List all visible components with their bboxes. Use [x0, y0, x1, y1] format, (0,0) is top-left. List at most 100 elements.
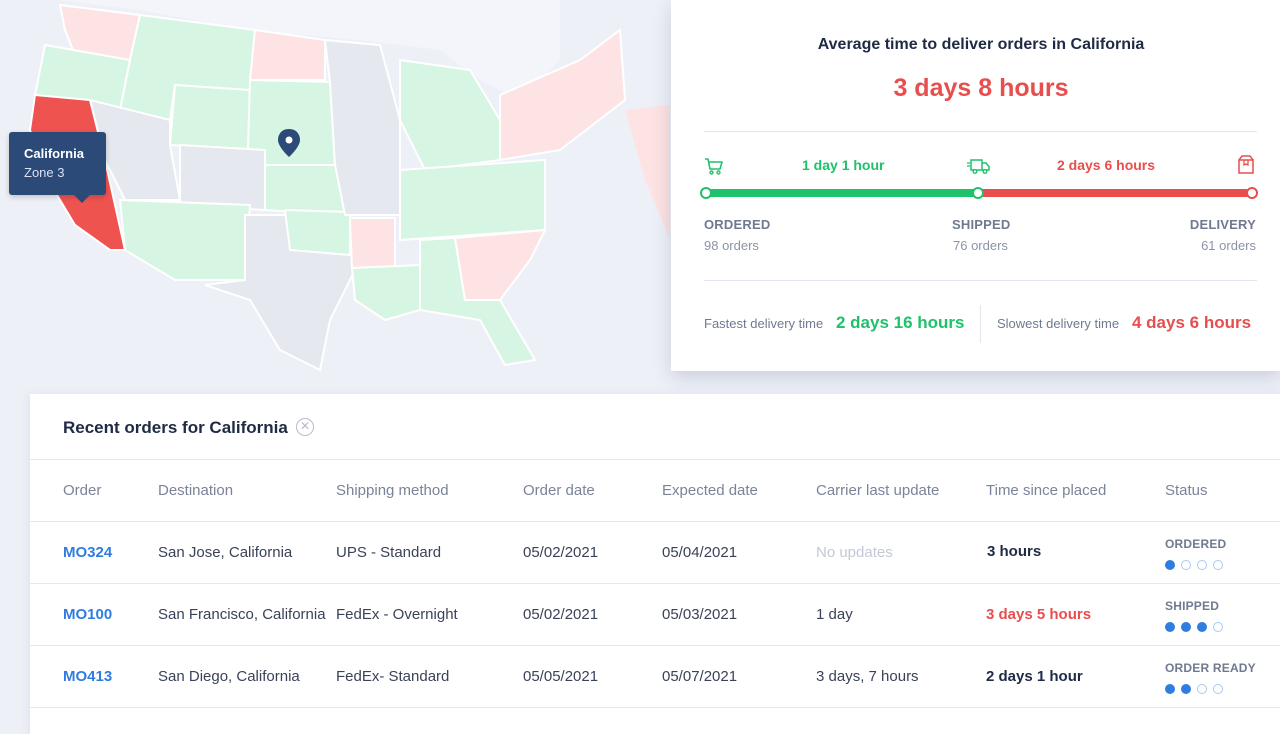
state-wyoming[interactable] — [168, 83, 252, 152]
stage-shipped-count: 76 orders — [953, 238, 1008, 253]
status-progress — [1165, 619, 1229, 632]
col-header-destination[interactable]: Destination — [158, 482, 234, 499]
state-kentucky-tennessee[interactable] — [399, 158, 546, 242]
fastest-label: Fastest delivery time — [704, 316, 824, 331]
status-step-dot — [1213, 622, 1223, 632]
order-date: 05/02/2021 — [523, 606, 599, 623]
status-step-dot — [1213, 684, 1223, 694]
time-since-placed: 3 hours — [987, 543, 1042, 560]
state-arkansas[interactable] — [348, 217, 396, 269]
stage-delivery-count: 61 orders — [1201, 238, 1256, 253]
order-id-link[interactable]: MO324 — [63, 544, 113, 561]
state-oklahoma[interactable] — [283, 208, 351, 257]
canada-region — [60, 0, 560, 100]
carrier-last-update: No updates — [816, 544, 893, 561]
divider — [30, 583, 1280, 584]
order-date: 05/02/2021 — [523, 544, 599, 561]
stage-delivery: DELIVERY — [1189, 217, 1256, 232]
expected-date: 05/03/2021 — [662, 606, 738, 623]
orders-title: Recent orders for California — [63, 418, 288, 437]
average-delivery-time: 3 days 8 hours — [893, 74, 1069, 102]
stage-dot-shipped — [972, 187, 984, 199]
carrier-last-update: 1 day — [816, 606, 853, 623]
order-id-link[interactable]: MO100 — [63, 606, 113, 623]
state-kansas[interactable] — [264, 164, 346, 217]
col-header-order[interactable]: Order — [63, 482, 102, 499]
status-step-dot — [1181, 622, 1191, 632]
truck-icon — [967, 159, 990, 174]
status-label: ORDER READY — [1165, 661, 1256, 675]
col-header-time-since-placed[interactable]: Time since placed — [986, 482, 1107, 499]
col-header-order-date[interactable]: Order date — [523, 482, 595, 499]
stage-shipped: SHIPPED — [952, 217, 1011, 232]
expected-date: 05/07/2021 — [662, 668, 738, 685]
fastest-value: 2 days 16 hours — [836, 313, 965, 332]
shipping-method: FedEx- Standard — [336, 668, 450, 685]
map-pin-icon[interactable] — [278, 129, 300, 157]
state-arizona-new-mexico[interactable] — [118, 198, 252, 281]
close-circle-icon[interactable]: ✕ — [296, 418, 314, 436]
destination: San Jose, California — [158, 544, 293, 561]
state-georgia-carolinas[interactable] — [453, 228, 547, 301]
order-id-link[interactable]: MO413 — [63, 668, 113, 685]
destination: San Diego, California — [158, 668, 300, 685]
status-label: SHIPPED — [1165, 599, 1220, 613]
delivery-stats-card: Average time to deliver orders in Califo… — [671, 0, 1280, 371]
destination: San Francisco, California — [158, 606, 326, 623]
divider — [30, 459, 1280, 460]
progress-ordered-to-shipped — [704, 189, 977, 197]
shipping-method: UPS - Standard — [336, 544, 442, 561]
stage-ordered: ORDERED — [704, 217, 771, 232]
status-step-dot — [1165, 560, 1175, 570]
stage-dot-ordered — [700, 187, 712, 199]
tooltip-zone: Zone 3 — [24, 165, 65, 180]
status-step-dot — [1197, 622, 1207, 632]
state-northeast[interactable] — [499, 28, 627, 162]
segment-ordered-shipped-time: 1 day 1 hour — [802, 157, 885, 173]
status-progress — [1165, 557, 1229, 570]
status-step-dot — [1213, 560, 1223, 570]
status-label: ORDERED — [1165, 537, 1227, 551]
state-midwest[interactable] — [323, 38, 401, 216]
stats-title: Average time to deliver orders in Califo… — [817, 36, 1145, 53]
col-header-shipping-method[interactable]: Shipping method — [336, 482, 449, 499]
status-step-dot — [1181, 684, 1191, 694]
cart-icon — [705, 158, 723, 175]
slowest-label: Slowest delivery time — [997, 316, 1120, 331]
divider — [30, 521, 1280, 522]
state-tooltip: California Zone 3 — [9, 132, 106, 203]
progress-shipped-to-delivery — [977, 189, 1250, 197]
stage-dot-delivery — [1246, 187, 1258, 199]
divider-vertical — [980, 305, 981, 343]
col-header-carrier-last-update[interactable]: Carrier last update — [816, 482, 940, 499]
state-louisiana-mississippi[interactable] — [350, 263, 421, 322]
shipping-method: FedEx - Overnight — [336, 606, 458, 623]
stage-ordered-count: 98 orders — [704, 238, 759, 253]
time-since-placed: 2 days 1 hour — [986, 668, 1083, 685]
carrier-last-update: 3 days, 7 hours — [816, 668, 919, 685]
divider — [30, 645, 1280, 646]
status-step-dot — [1197, 684, 1207, 694]
time-since-placed: 3 days 5 hours — [986, 606, 1092, 623]
status-step-dot — [1181, 560, 1191, 570]
status-step-dot — [1165, 622, 1175, 632]
divider — [704, 131, 1257, 132]
status-step-dot — [1197, 560, 1207, 570]
tooltip-state-name: California — [24, 146, 84, 161]
divider — [30, 707, 1280, 708]
status-step-dot — [1165, 684, 1175, 694]
state-colorado[interactable] — [179, 143, 266, 212]
status-progress — [1165, 681, 1229, 694]
col-header-expected-date[interactable]: Expected date — [662, 482, 758, 499]
package-icon — [1238, 155, 1254, 174]
state-north-dakota[interactable] — [248, 28, 326, 81]
region-maritimes — [625, 105, 670, 240]
recent-orders-panel: Recent orders for California ✕ Order Des… — [30, 394, 1280, 734]
col-header-status[interactable]: Status — [1165, 482, 1208, 499]
segment-shipped-delivery-time: 2 days 6 hours — [1057, 157, 1156, 173]
slowest-value: 4 days 6 hours — [1132, 313, 1252, 332]
divider — [704, 280, 1257, 281]
us-map: California Zone 3 — [9, 0, 670, 372]
order-date: 05/05/2021 — [523, 668, 599, 685]
expected-date: 05/04/2021 — [662, 544, 738, 561]
